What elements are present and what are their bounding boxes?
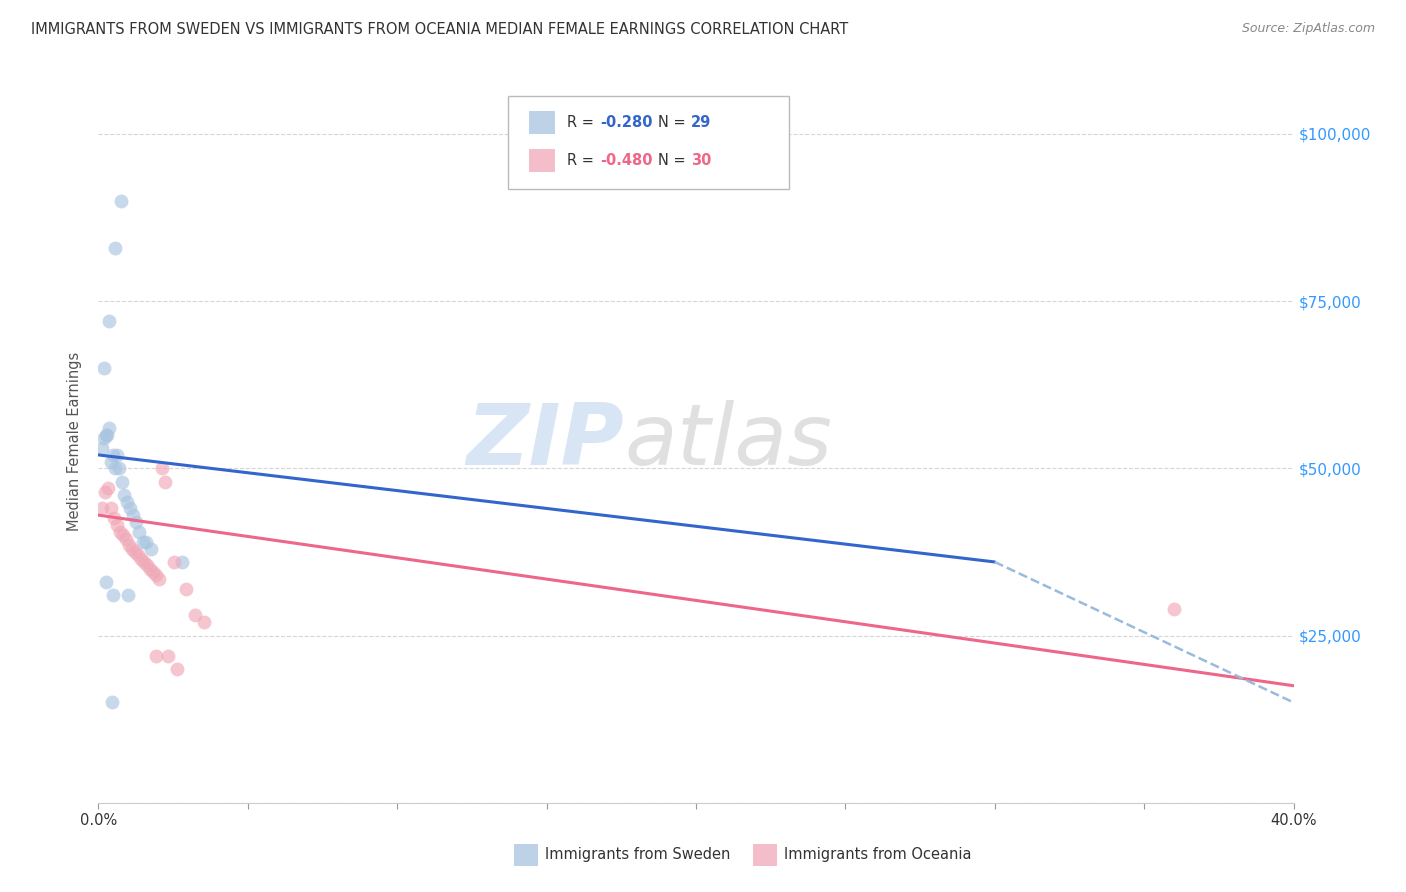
Text: ZIP: ZIP (467, 400, 624, 483)
Point (103, 511, 125, 525)
Point (108, 524, 131, 539)
Point (135, 534, 157, 549)
Point (142, 565, 165, 579)
Point (117, 589, 139, 603)
Point (112, 488, 135, 502)
Point (110, 194, 132, 208)
Point (111, 475, 134, 489)
Point (108, 461, 131, 475)
Text: -0.280: -0.280 (600, 115, 652, 130)
Point (118, 501, 141, 516)
Point (94, 484, 117, 499)
Text: atlas: atlas (624, 400, 832, 483)
Point (105, 518, 128, 533)
Point (1163, 602, 1185, 616)
Point (132, 555, 155, 569)
Point (128, 524, 150, 539)
Point (97, 482, 120, 496)
Point (174, 582, 197, 596)
Point (121, 508, 143, 523)
Text: -0.480: -0.480 (600, 153, 652, 169)
Point (132, 534, 155, 549)
Point (121, 541, 143, 556)
Point (183, 608, 205, 623)
Point (96, 427, 118, 442)
Point (153, 475, 176, 489)
Point (115, 532, 138, 546)
Point (193, 615, 215, 630)
Point (145, 568, 167, 582)
Text: Immigrants from Oceania: Immigrants from Oceania (785, 847, 972, 863)
Text: Immigrants from Sweden: Immigrants from Sweden (546, 847, 731, 863)
Text: 29: 29 (692, 115, 711, 130)
Point (93, 431, 115, 445)
Point (115, 494, 138, 508)
Point (101, 696, 124, 710)
FancyBboxPatch shape (529, 111, 555, 134)
Point (111, 528, 134, 542)
Point (100, 454, 122, 469)
Point (129, 551, 152, 566)
Text: 30: 30 (692, 153, 711, 169)
Text: N =: N = (658, 153, 690, 169)
Point (135, 558, 157, 573)
FancyBboxPatch shape (529, 149, 555, 172)
Point (166, 662, 188, 676)
FancyBboxPatch shape (515, 844, 538, 865)
Point (139, 562, 162, 576)
Point (105, 448, 128, 462)
Point (94, 427, 117, 442)
FancyBboxPatch shape (509, 96, 789, 189)
Point (156, 648, 179, 663)
Point (163, 555, 186, 569)
Point (127, 548, 149, 563)
Point (150, 461, 173, 475)
Point (148, 572, 170, 586)
Text: Source: ZipAtlas.com: Source: ZipAtlas.com (1241, 22, 1375, 36)
Point (104, 240, 127, 255)
Point (118, 538, 141, 552)
Point (104, 461, 127, 475)
Point (91, 501, 114, 516)
Point (101, 448, 124, 462)
FancyBboxPatch shape (754, 844, 778, 865)
Point (125, 515, 148, 529)
Point (145, 648, 167, 663)
Point (139, 541, 162, 556)
Point (103, 589, 125, 603)
Point (172, 555, 194, 569)
Text: R =: R = (567, 153, 599, 169)
Text: N =: N = (658, 115, 690, 130)
Point (124, 545, 146, 559)
Point (97, 314, 120, 328)
Point (94, 575, 117, 590)
Y-axis label: Median Female Earnings: Median Female Earnings (67, 352, 83, 531)
Point (97, 421, 120, 435)
Point (93, 361, 115, 376)
Text: R =: R = (567, 115, 599, 130)
Text: IMMIGRANTS FROM SWEDEN VS IMMIGRANTS FROM OCEANIA MEDIAN FEMALE EARNINGS CORRELA: IMMIGRANTS FROM SWEDEN VS IMMIGRANTS FRO… (31, 22, 848, 37)
Point (91, 441, 114, 455)
Point (100, 501, 122, 516)
